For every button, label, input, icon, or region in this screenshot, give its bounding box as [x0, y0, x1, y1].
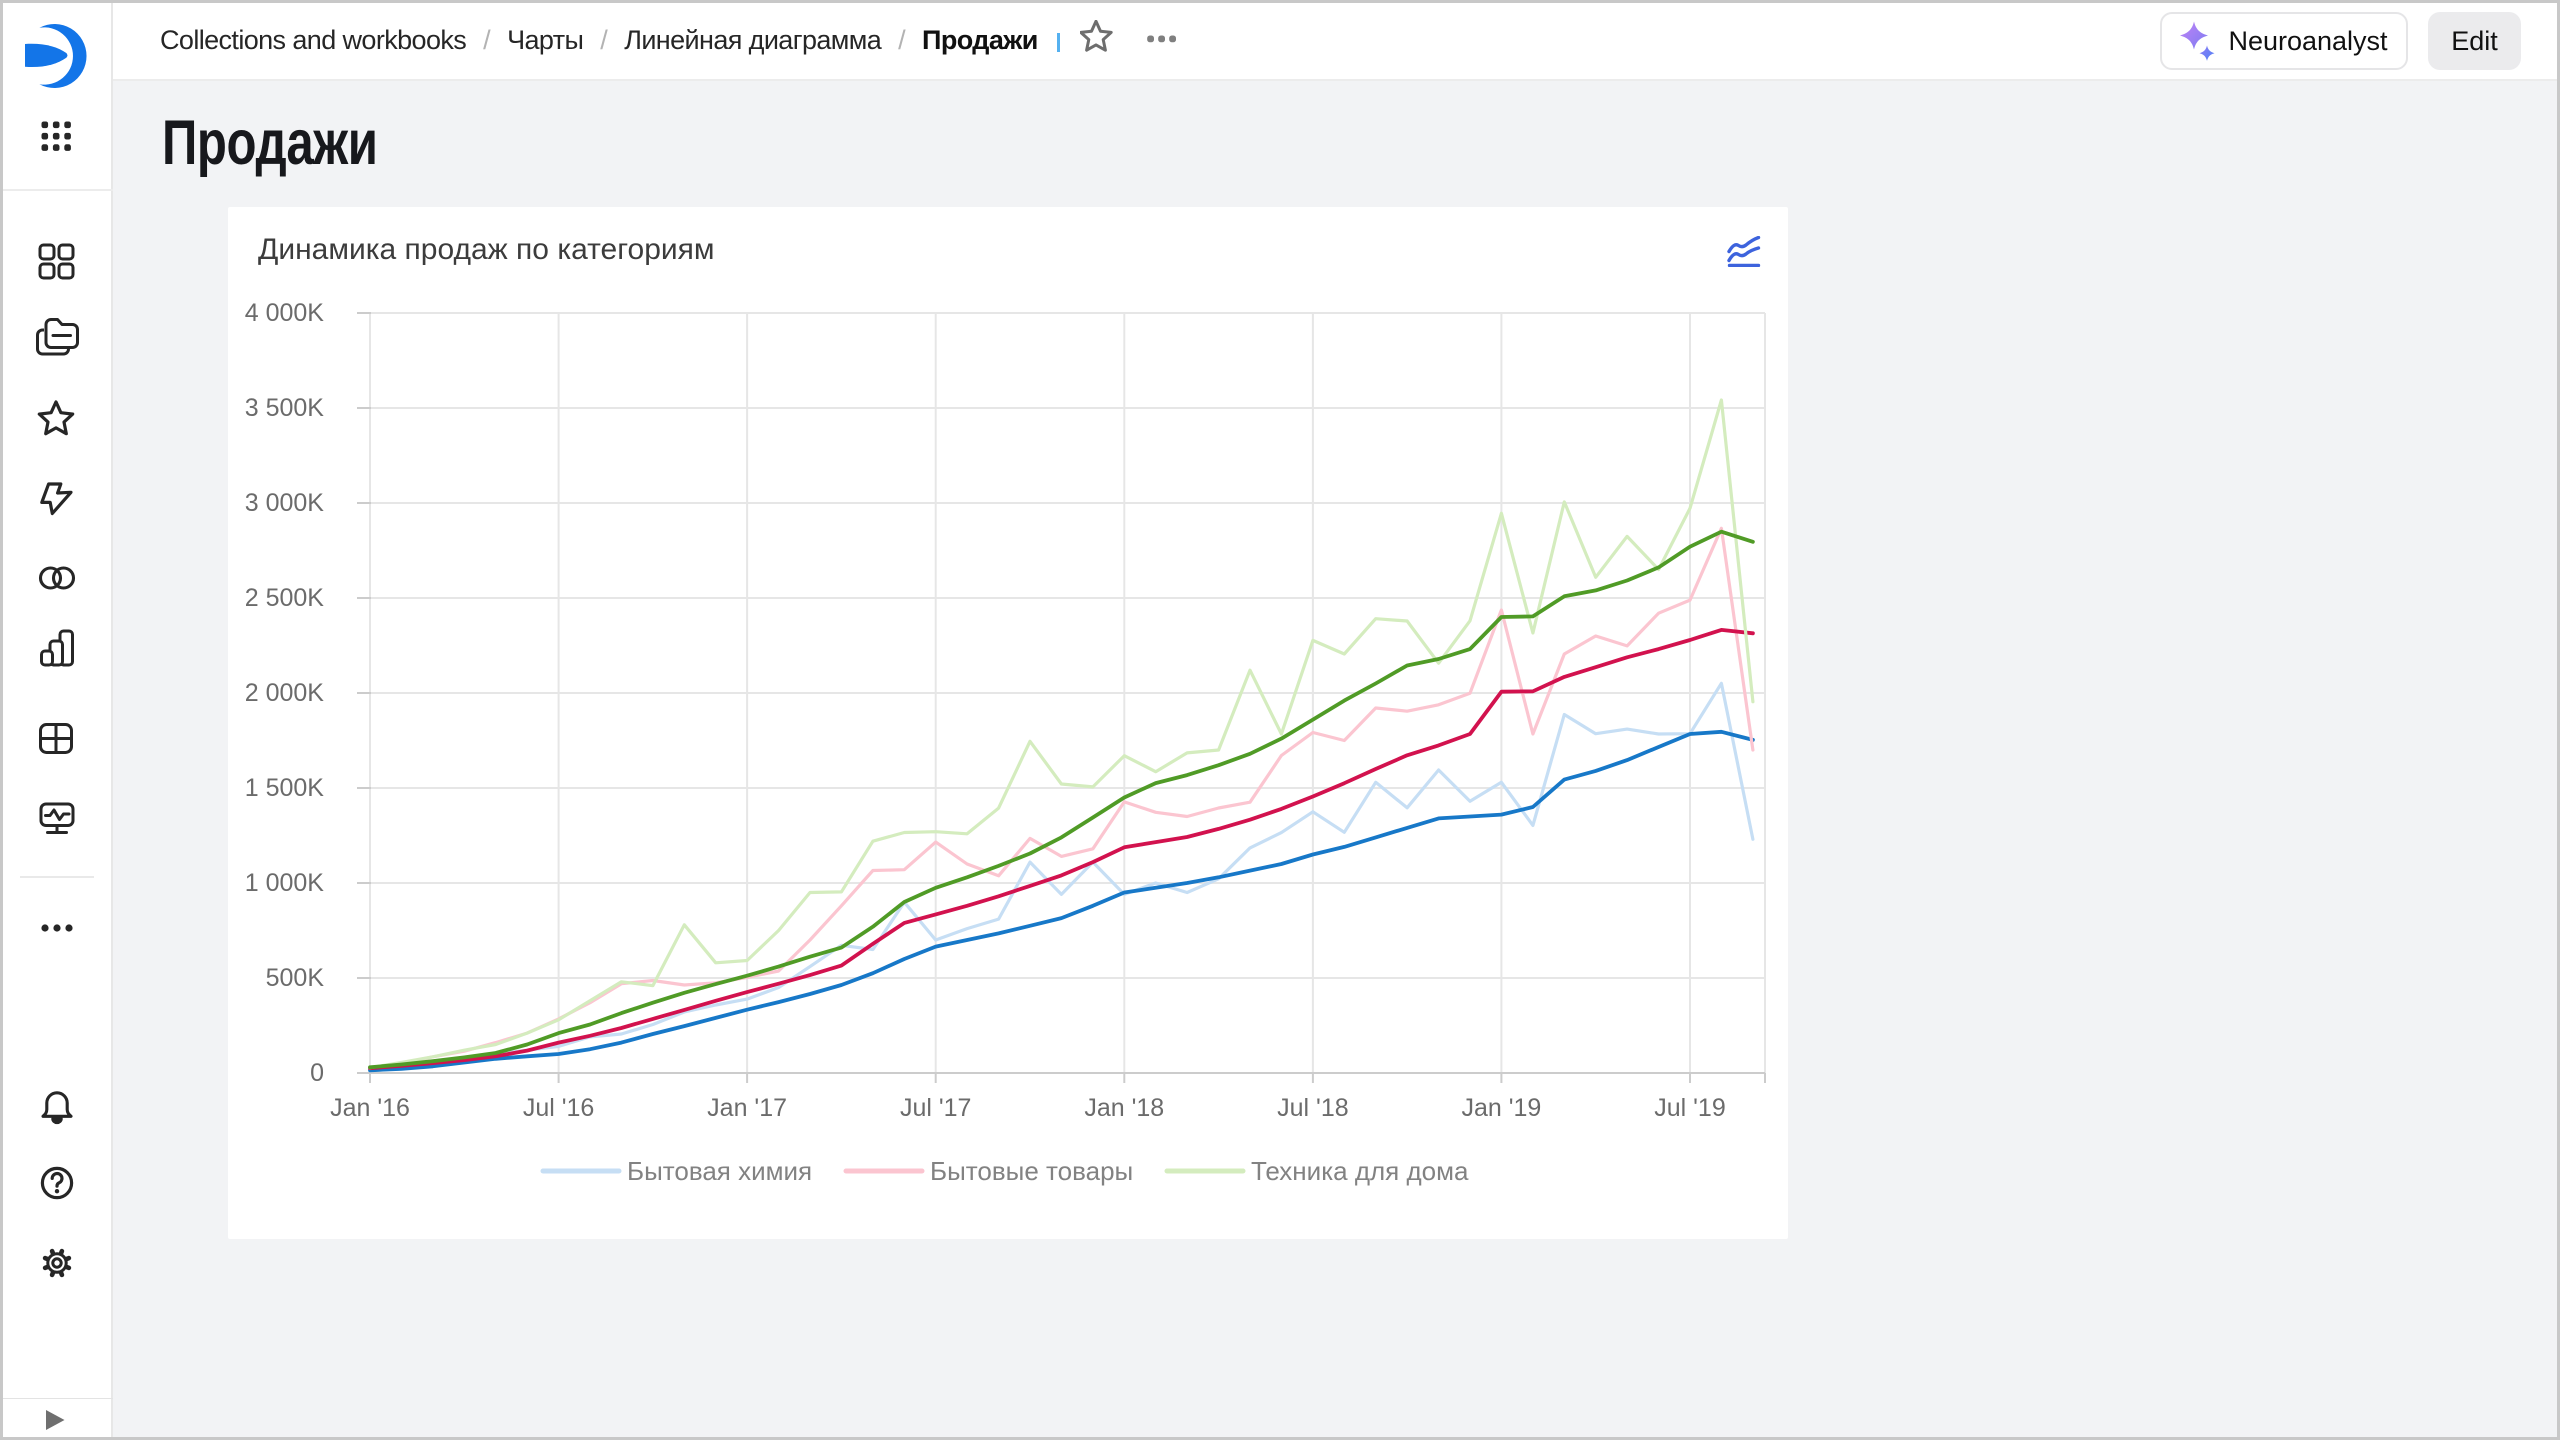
- svg-text:Jul '19: Jul '19: [1654, 1094, 1725, 1122]
- svg-text:3 500K: 3 500K: [245, 394, 325, 422]
- svg-text:Jan '19: Jan '19: [1461, 1094, 1541, 1122]
- svg-text:1 000K: 1 000K: [245, 869, 325, 897]
- svg-text:Jul '16: Jul '16: [523, 1094, 594, 1122]
- svg-text:4 000K: 4 000K: [245, 299, 325, 327]
- svg-text:Jan '18: Jan '18: [1084, 1094, 1164, 1122]
- svg-text:Jan '17: Jan '17: [707, 1094, 787, 1122]
- svg-text:Бытовая химия: Бытовая химия: [627, 1156, 812, 1186]
- svg-text:Техника для дома: Техника для дома: [1251, 1156, 1469, 1186]
- svg-text:1 500K: 1 500K: [245, 774, 325, 802]
- svg-text:Бытовые товары: Бытовые товары: [930, 1156, 1133, 1186]
- svg-text:2 500K: 2 500K: [245, 584, 325, 612]
- svg-text:Jan '16: Jan '16: [330, 1094, 410, 1122]
- svg-text:Jul '18: Jul '18: [1277, 1094, 1348, 1122]
- svg-text:2 000K: 2 000K: [245, 679, 325, 707]
- svg-text:500K: 500K: [266, 964, 325, 992]
- svg-text:3 000K: 3 000K: [245, 489, 325, 517]
- svg-text:Jul '17: Jul '17: [900, 1094, 971, 1122]
- svg-text:0: 0: [310, 1059, 324, 1087]
